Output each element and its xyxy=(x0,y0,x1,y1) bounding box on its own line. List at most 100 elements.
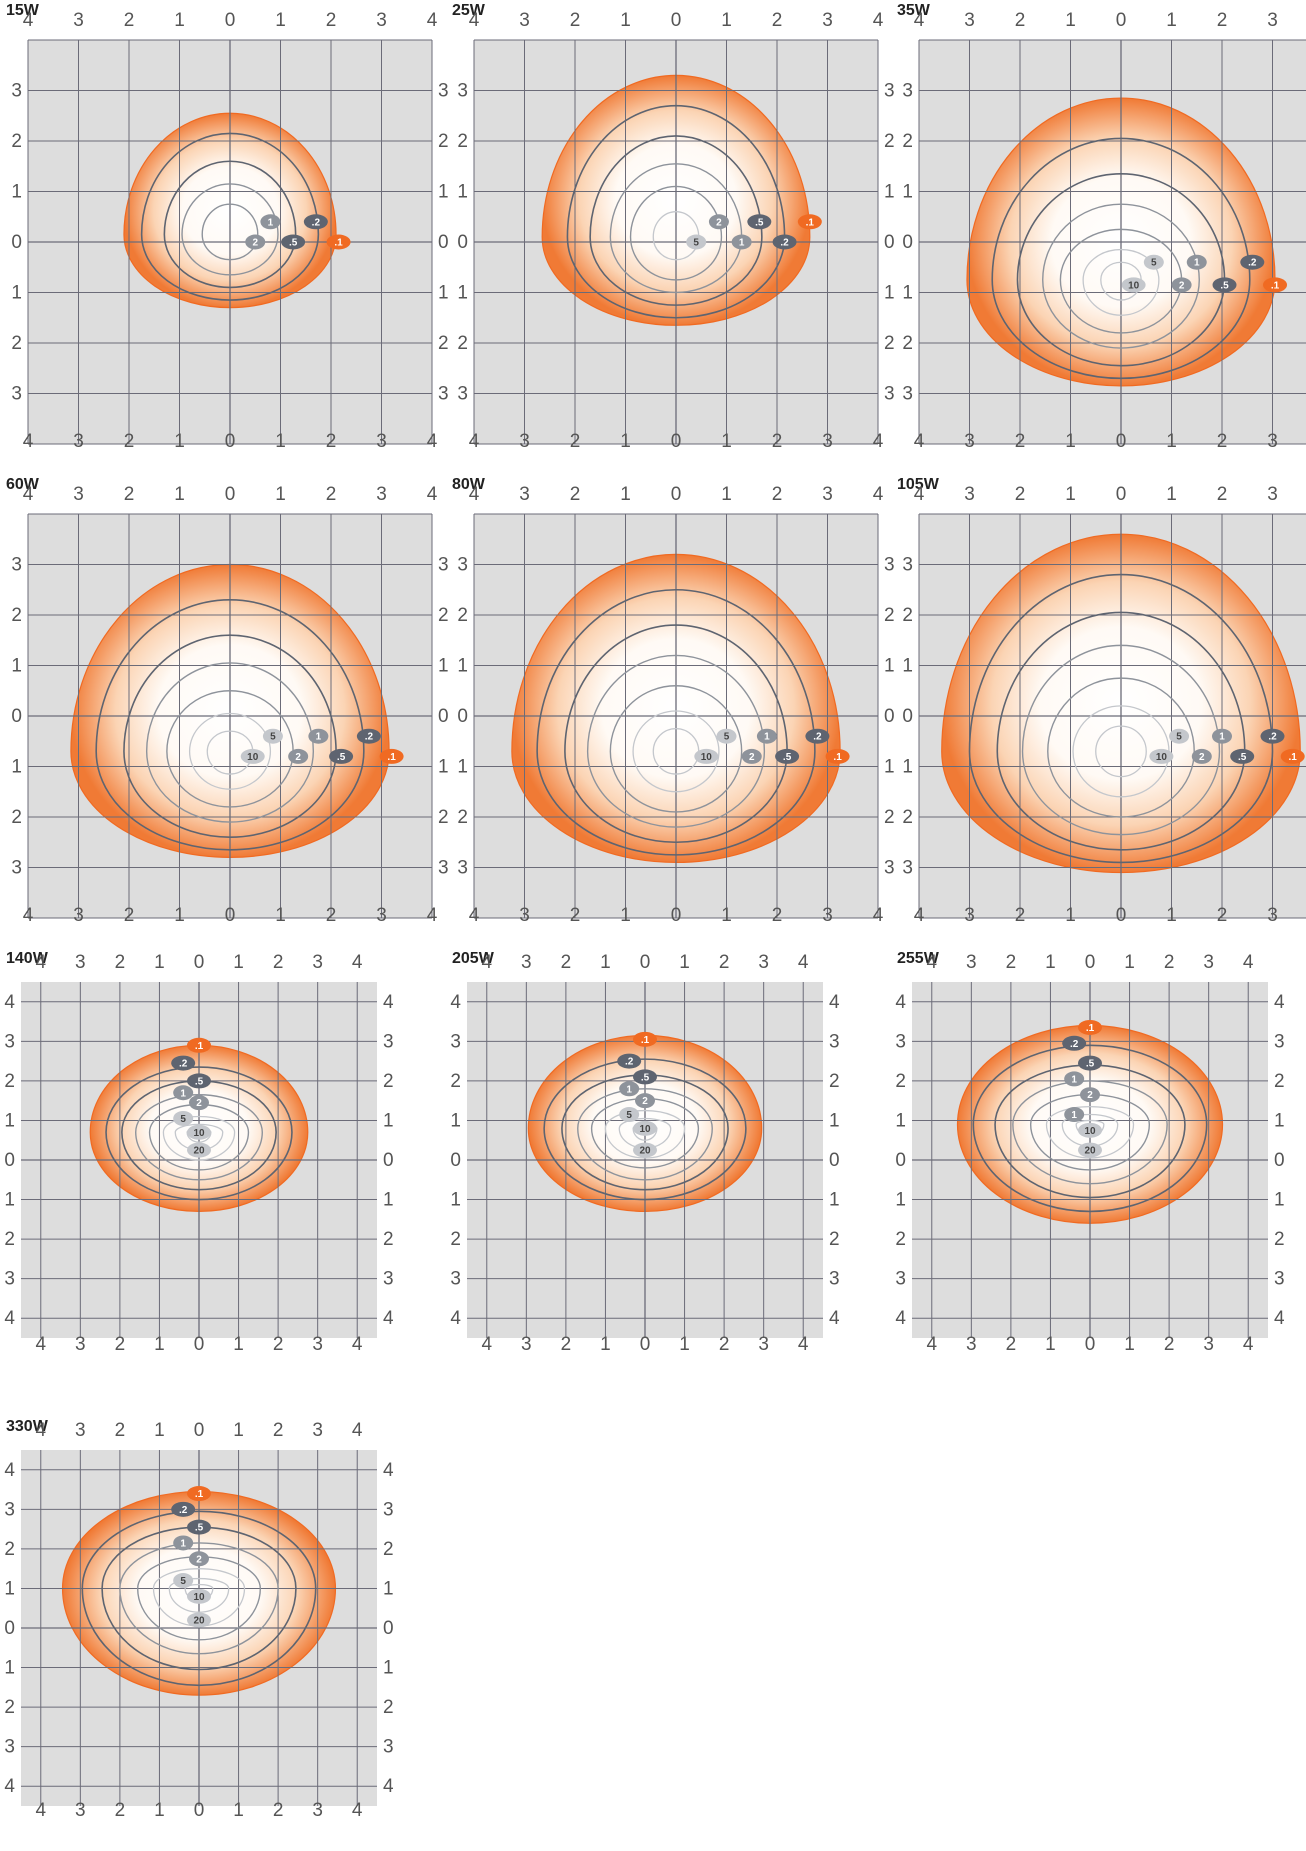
contour-line xyxy=(181,183,279,276)
x-tick-label: 4 xyxy=(873,484,884,505)
y-tick-label: 2 xyxy=(438,131,449,152)
y-tick-label: 0 xyxy=(11,232,22,253)
contour-value-label: .5 xyxy=(633,1069,657,1085)
contour-value-pill xyxy=(1149,748,1174,764)
panel-35W: 35W 4433221100112233443322110011223351.2… xyxy=(897,2,1306,472)
y-tick-label: 3 xyxy=(11,858,22,879)
contour-value-text: 1 xyxy=(739,238,745,249)
contour-value-pill xyxy=(187,1519,211,1535)
contour-value-label: 20 xyxy=(633,1142,657,1158)
y-tick-label: 1 xyxy=(383,1110,394,1131)
panel-105W: 105W 4433221100112233443322110011223351.… xyxy=(897,476,1306,946)
x-tick-label: 2 xyxy=(1217,484,1228,505)
contour-line xyxy=(566,104,786,319)
contour-value-text: .5 xyxy=(195,1076,204,1087)
x-tick-label: 1 xyxy=(1065,431,1076,452)
y-tick-label: 3 xyxy=(902,384,913,405)
contour-value-pill xyxy=(1062,1035,1087,1051)
contour-line xyxy=(590,1097,700,1169)
contour-value-pill xyxy=(619,1107,640,1123)
y-tick-label: 2 xyxy=(902,131,913,152)
x-tick-label: 3 xyxy=(964,905,975,926)
contour-value-label: .5 xyxy=(1212,277,1237,293)
x-tick-label: 3 xyxy=(75,1420,86,1441)
y-tick-label: 3 xyxy=(1274,1269,1285,1290)
x-tick-label: 2 xyxy=(561,952,572,973)
x-tick-label: 0 xyxy=(1085,952,1096,973)
x-tick-label: 0 xyxy=(1116,905,1127,926)
y-tick-label: 3 xyxy=(383,1031,394,1052)
y-tick-label: 2 xyxy=(895,1229,906,1250)
y-tick-label: 3 xyxy=(438,81,449,102)
y-tick-label: 1 xyxy=(884,283,895,304)
x-tick-label: 1 xyxy=(620,10,631,31)
x-tick-label: 3 xyxy=(521,952,532,973)
x-tick-label: 3 xyxy=(75,952,86,973)
x-tick-label: 2 xyxy=(1217,10,1228,31)
contour-value-pill xyxy=(303,214,328,230)
contour-line xyxy=(1045,1106,1135,1159)
x-tick-label: 4 xyxy=(23,905,34,926)
x-tick-label: 2 xyxy=(115,1420,126,1441)
x-tick-label: 2 xyxy=(115,1334,126,1355)
contour-value-text: .2 xyxy=(813,732,822,743)
contour-value-text: 2 xyxy=(1199,752,1205,763)
contour-value-pill xyxy=(635,1093,655,1109)
contour-value-label: 1 xyxy=(1064,1107,1085,1123)
x-tick-label: 1 xyxy=(1166,905,1177,926)
x-tick-label: 3 xyxy=(73,10,84,31)
y-tick-label: 3 xyxy=(884,555,895,576)
x-tick-label: 2 xyxy=(115,1800,126,1821)
contour-value-label: 1 xyxy=(756,728,777,744)
y-tick-label: 1 xyxy=(902,283,913,304)
x-tick-label: 4 xyxy=(926,1334,937,1355)
x-tick-label: 1 xyxy=(174,484,185,505)
x-tick-label: 0 xyxy=(194,952,205,973)
panel-60W: 60W 4 4 3 3 2 2 1 1 0 0 1 1 2 2 3 3 4 4 3 3 2 2 1 1 0 0 1 1 2 2 3 3 5 1.2… xyxy=(6,476,449,946)
contour-value-label: .1 xyxy=(797,214,822,230)
x-tick-label: 0 xyxy=(640,952,651,973)
contour-value-label: 1 xyxy=(1186,254,1207,270)
contour-line xyxy=(1095,725,1147,778)
contour-value-label: 2 xyxy=(741,748,762,764)
y-tick-label: 2 xyxy=(902,807,913,828)
x-tick-label: 3 xyxy=(758,952,769,973)
contour-value-pill xyxy=(775,748,800,764)
contour-value-text: 1 xyxy=(180,1538,186,1549)
contour-value-pill xyxy=(1230,748,1255,764)
y-tick-label: 0 xyxy=(457,232,468,253)
y-tick-label: 3 xyxy=(902,555,913,576)
x-tick-label: 3 xyxy=(376,484,387,505)
x-tick-label: 4 xyxy=(35,1420,46,1441)
x-tick-label: 2 xyxy=(124,10,135,31)
y-tick-label: 3 xyxy=(902,81,913,102)
contour-value-label: .2 xyxy=(617,1053,642,1069)
x-tick-label: 4 xyxy=(481,1334,492,1355)
x-tick-label: 1 xyxy=(1166,431,1177,452)
x-tick-label: 2 xyxy=(273,1800,284,1821)
y-tick-label: 2 xyxy=(884,605,895,626)
contour-value-label: 1 xyxy=(1212,728,1232,744)
contour-value-label: .2 xyxy=(805,728,830,744)
x-tick-label: 3 xyxy=(519,431,530,452)
contour-value-pill xyxy=(1078,1019,1102,1035)
y-tick-label: 1 xyxy=(438,283,449,304)
grid xyxy=(912,982,1268,1338)
contour-value-text: 1 xyxy=(1194,258,1200,269)
contour-value-text: 10 xyxy=(1084,1126,1096,1137)
x-tick-label: 4 xyxy=(352,952,363,973)
contour-value-pill xyxy=(633,1069,657,1085)
y-tick-label: 3 xyxy=(884,858,895,879)
x-tick-label: 0 xyxy=(194,1334,205,1355)
contour-value-label: .1 xyxy=(1280,748,1305,764)
y-tick-label: 2 xyxy=(450,1071,461,1092)
contour-value-label: .5 xyxy=(775,748,800,764)
grid xyxy=(467,982,823,1338)
x-tick-label: 2 xyxy=(326,10,337,31)
contour-value-label: .5 xyxy=(187,1519,211,1535)
x-tick-label: 1 xyxy=(721,905,732,926)
x-tick-label: 1 xyxy=(1166,10,1177,31)
